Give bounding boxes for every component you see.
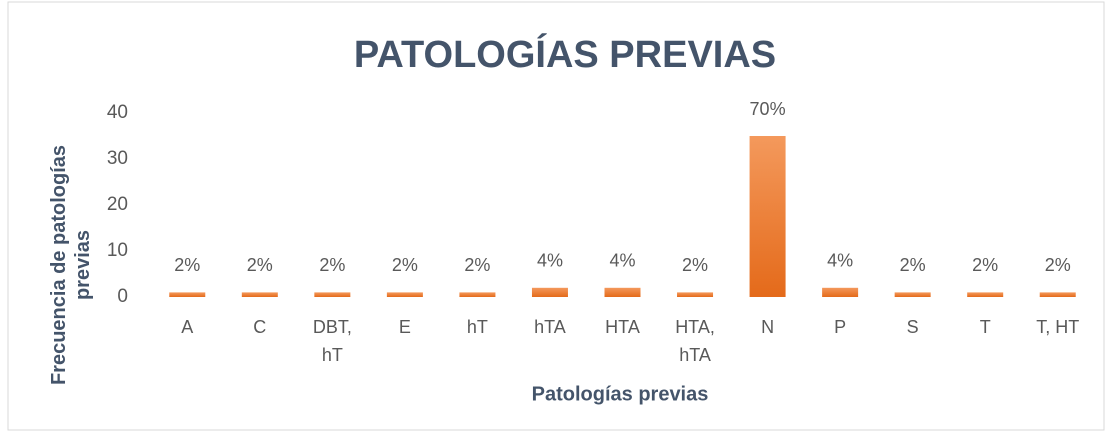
- chart-border: [7, 1, 1105, 431]
- data-label: 2%: [1045, 255, 1071, 275]
- bar: [314, 292, 351, 297]
- bar: [386, 292, 423, 297]
- x-tick-label: T, HT: [1036, 317, 1079, 337]
- bar: [677, 292, 714, 297]
- y-tick-label: 30: [107, 148, 128, 169]
- data-label: 2%: [682, 255, 708, 275]
- x-tick-label: hT: [467, 317, 488, 337]
- bar: [894, 292, 931, 297]
- data-label: 2%: [319, 255, 345, 275]
- x-tick-label: S: [907, 317, 919, 337]
- x-tick-label: P: [834, 317, 846, 337]
- x-tick-label: hTA: [534, 317, 566, 337]
- y-tick-label: 10: [107, 240, 128, 261]
- x-axis-title: Patologías previas: [532, 383, 709, 405]
- bar: [1039, 292, 1076, 297]
- bar: [531, 287, 568, 297]
- chart-title: PATOLOGÍAS PREVIAS: [354, 32, 776, 76]
- bar: [604, 287, 641, 297]
- data-label: 4%: [537, 251, 563, 271]
- y-axis-title: Frecuencia de patologías previas: [48, 145, 94, 385]
- data-label: 4%: [609, 251, 635, 271]
- x-tick-label: HTA: [605, 317, 640, 337]
- data-label: 2%: [900, 255, 926, 275]
- x-tick-label: A: [181, 317, 193, 337]
- y-tick-label: 0: [117, 286, 128, 307]
- y-tick-label: 20: [107, 194, 128, 215]
- data-label: 2%: [392, 255, 418, 275]
- x-tick-label: E: [399, 317, 411, 337]
- x-tick-label: HTA, hTA: [675, 317, 715, 365]
- bar: [459, 292, 496, 297]
- bar: [241, 292, 278, 297]
- bar: [749, 136, 786, 297]
- bar: [822, 287, 859, 297]
- bar: [169, 292, 206, 297]
- x-tick-label: T: [980, 317, 991, 337]
- bar: [967, 292, 1004, 297]
- data-label: 2%: [972, 255, 998, 275]
- data-label: 2%: [174, 255, 200, 275]
- data-label: 4%: [827, 251, 853, 271]
- x-tick-label: C: [253, 317, 266, 337]
- data-label: 2%: [247, 255, 273, 275]
- data-label: 70%: [750, 99, 786, 119]
- x-tick-label: N: [761, 317, 774, 337]
- data-label: 2%: [464, 255, 490, 275]
- y-tick-label: 40: [107, 102, 128, 123]
- x-tick-label: DBT, hT: [313, 317, 352, 365]
